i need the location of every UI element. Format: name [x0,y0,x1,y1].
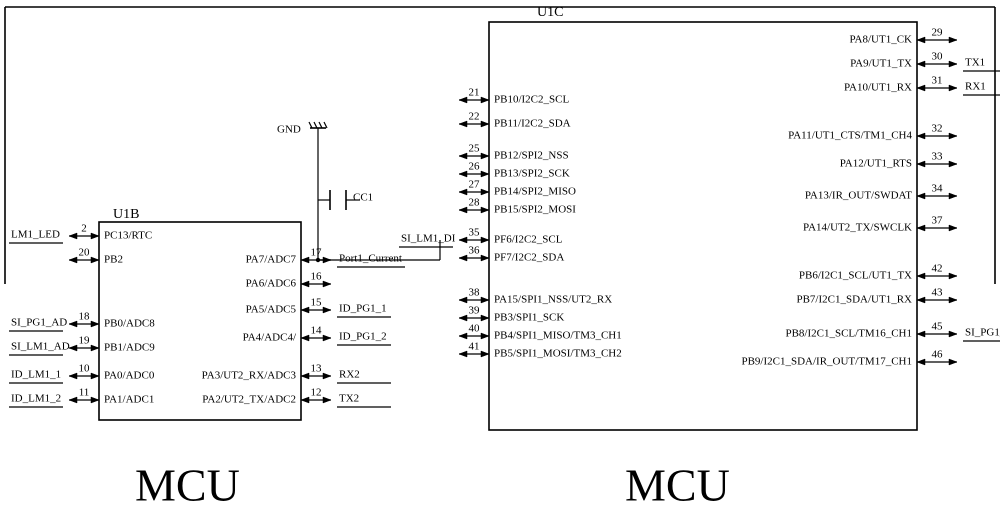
svg-text:PA10/UT1_RX: PA10/UT1_RX [844,82,912,94]
svg-text:PB9/I2C1_SDA/IR_OUT/TM17_CH1: PB9/I2C1_SDA/IR_OUT/TM17_CH1 [741,356,912,368]
svg-text:33: 33 [932,151,944,163]
svg-text:TX1: TX1 [965,57,985,69]
schematic-svg: U1B MCU PC13/RTC 2 LM1_LED PB2 20 PB0/ADC8 18 SI_… [0,0,1000,532]
svg-text:PA6/ADC6: PA6/ADC6 [246,278,297,290]
svg-text:PB8/I2C1_SCL/TM16_CH1: PB8/I2C1_SCL/TM16_CH1 [785,328,912,340]
svg-text:27: 27 [469,179,481,191]
svg-text:SI_PG1_AD: SI_PG1_AD [11,317,67,329]
svg-text:PA15/SPI1_NSS/UT2_RX: PA15/SPI1_NSS/UT2_RX [494,294,612,306]
svg-text:35: 35 [469,227,481,239]
svg-text:GND: GND [277,124,301,136]
svg-text:PB12/SPI2_NSS: PB12/SPI2_NSS [494,150,569,162]
svg-text:17: 17 [311,247,323,259]
svg-text:PA9/UT1_TX: PA9/UT1_TX [850,58,912,70]
svg-text:14: 14 [311,325,323,337]
svg-text:PA5/ADC5: PA5/ADC5 [246,304,297,316]
svg-text:PB1/ADC9: PB1/ADC9 [104,342,155,354]
svg-text:16: 16 [311,271,323,283]
svg-text:38: 38 [469,287,481,299]
svg-text:PA12/UT1_RTS: PA12/UT1_RTS [840,158,912,170]
svg-text:PB10/I2C2_SCL: PB10/I2C2_SCL [494,94,569,106]
svg-text:13: 13 [311,363,323,375]
svg-text:PA0/ADC0: PA0/ADC0 [104,370,155,382]
svg-text:PA2/UT2_TX/ADC2: PA2/UT2_TX/ADC2 [202,394,296,406]
svg-text:PA3/UT2_RX/ADC3: PA3/UT2_RX/ADC3 [202,370,297,382]
svg-text:10: 10 [79,363,91,375]
svg-text:PB4/SPI1_MISO/TM3_CH1: PB4/SPI1_MISO/TM3_CH1 [494,330,622,342]
svg-text:TX2: TX2 [339,393,359,405]
svg-text:36: 36 [469,245,481,257]
svg-text:U1B: U1B [113,207,139,222]
svg-text:25: 25 [469,143,481,155]
svg-text:PB0/ADC8: PB0/ADC8 [104,318,155,330]
svg-text:CC1: CC1 [353,192,373,204]
svg-text:26: 26 [469,161,481,173]
svg-text:PB7/I2C1_SDA/UT1_RX: PB7/I2C1_SDA/UT1_RX [796,294,912,306]
svg-text:31: 31 [932,75,943,87]
svg-text:SI_PG1_DI: SI_PG1_DI [965,327,1000,339]
svg-text:Port1_Current: Port1_Current [339,253,402,265]
svg-text:ID_LM1_2: ID_LM1_2 [11,393,61,405]
svg-text:PA4/ADC4/: PA4/ADC4/ [243,332,297,344]
svg-text:PB13/SPI2_SCK: PB13/SPI2_SCK [494,168,570,180]
svg-text:ID_PG1_2: ID_PG1_2 [339,331,387,343]
svg-text:ID_LM1_1: ID_LM1_1 [11,369,61,381]
svg-text:19: 19 [79,335,91,347]
svg-text:RX2: RX2 [339,369,360,381]
svg-text:42: 42 [932,263,943,275]
svg-text:RX1: RX1 [965,81,986,93]
svg-text:22: 22 [469,111,480,123]
svg-text:PA14/UT2_TX/SWCLK: PA14/UT2_TX/SWCLK [803,222,912,234]
svg-text:U1C: U1C [537,5,563,20]
svg-text:2: 2 [81,223,87,235]
svg-text:18: 18 [79,311,91,323]
svg-text:46: 46 [932,349,944,361]
svg-text:32: 32 [932,123,943,135]
svg-text:SI_LM1_AD: SI_LM1_AD [11,341,70,353]
svg-text:PB15/SPI2_MOSI: PB15/SPI2_MOSI [494,204,576,216]
svg-text:PC13/RTC: PC13/RTC [104,230,152,242]
svg-text:15: 15 [311,297,323,309]
svg-text:30: 30 [932,51,944,63]
svg-text:12: 12 [311,387,322,399]
svg-text:PA13/IR_OUT/SWDAT: PA13/IR_OUT/SWDAT [805,190,912,202]
svg-text:37: 37 [932,215,944,227]
svg-text:29: 29 [932,27,944,39]
svg-text:28: 28 [469,197,481,209]
svg-text:PB11/I2C2_SDA: PB11/I2C2_SDA [494,118,571,130]
svg-text:39: 39 [469,305,481,317]
svg-text:PA8/UT1_CK: PA8/UT1_CK [849,34,912,46]
svg-text:SI_LM1_DI: SI_LM1_DI [401,233,456,245]
svg-text:PF7/I2C2_SDA: PF7/I2C2_SDA [494,252,564,264]
svg-text:PA11/UT1_CTS/TM1_CH4: PA11/UT1_CTS/TM1_CH4 [788,130,912,142]
svg-text:45: 45 [932,321,944,333]
svg-text:43: 43 [932,287,944,299]
svg-text:11: 11 [79,387,90,399]
svg-text:PA7/ADC7: PA7/ADC7 [246,254,297,266]
svg-text:PB5/SPI1_MOSI/TM3_CH2: PB5/SPI1_MOSI/TM3_CH2 [494,348,622,360]
svg-text:PB3/SPI1_SCK: PB3/SPI1_SCK [494,312,564,324]
svg-text:40: 40 [469,323,481,335]
svg-text:MCU: MCU [625,460,730,511]
svg-text:PB14/SPI2_MISO: PB14/SPI2_MISO [494,186,576,198]
svg-text:PB2: PB2 [104,254,123,266]
svg-text:PA1/ADC1: PA1/ADC1 [104,394,154,406]
svg-text:PB6/I2C1_SCL/UT1_TX: PB6/I2C1_SCL/UT1_TX [799,270,912,282]
svg-text:LM1_LED: LM1_LED [11,229,60,241]
svg-text:21: 21 [469,87,480,99]
svg-text:34: 34 [932,183,944,195]
svg-text:PF6/I2C2_SCL: PF6/I2C2_SCL [494,234,563,246]
svg-text:MCU: MCU [135,460,240,511]
svg-text:ID_PG1_1: ID_PG1_1 [339,303,387,315]
svg-text:20: 20 [79,247,91,259]
svg-text:41: 41 [469,341,480,353]
